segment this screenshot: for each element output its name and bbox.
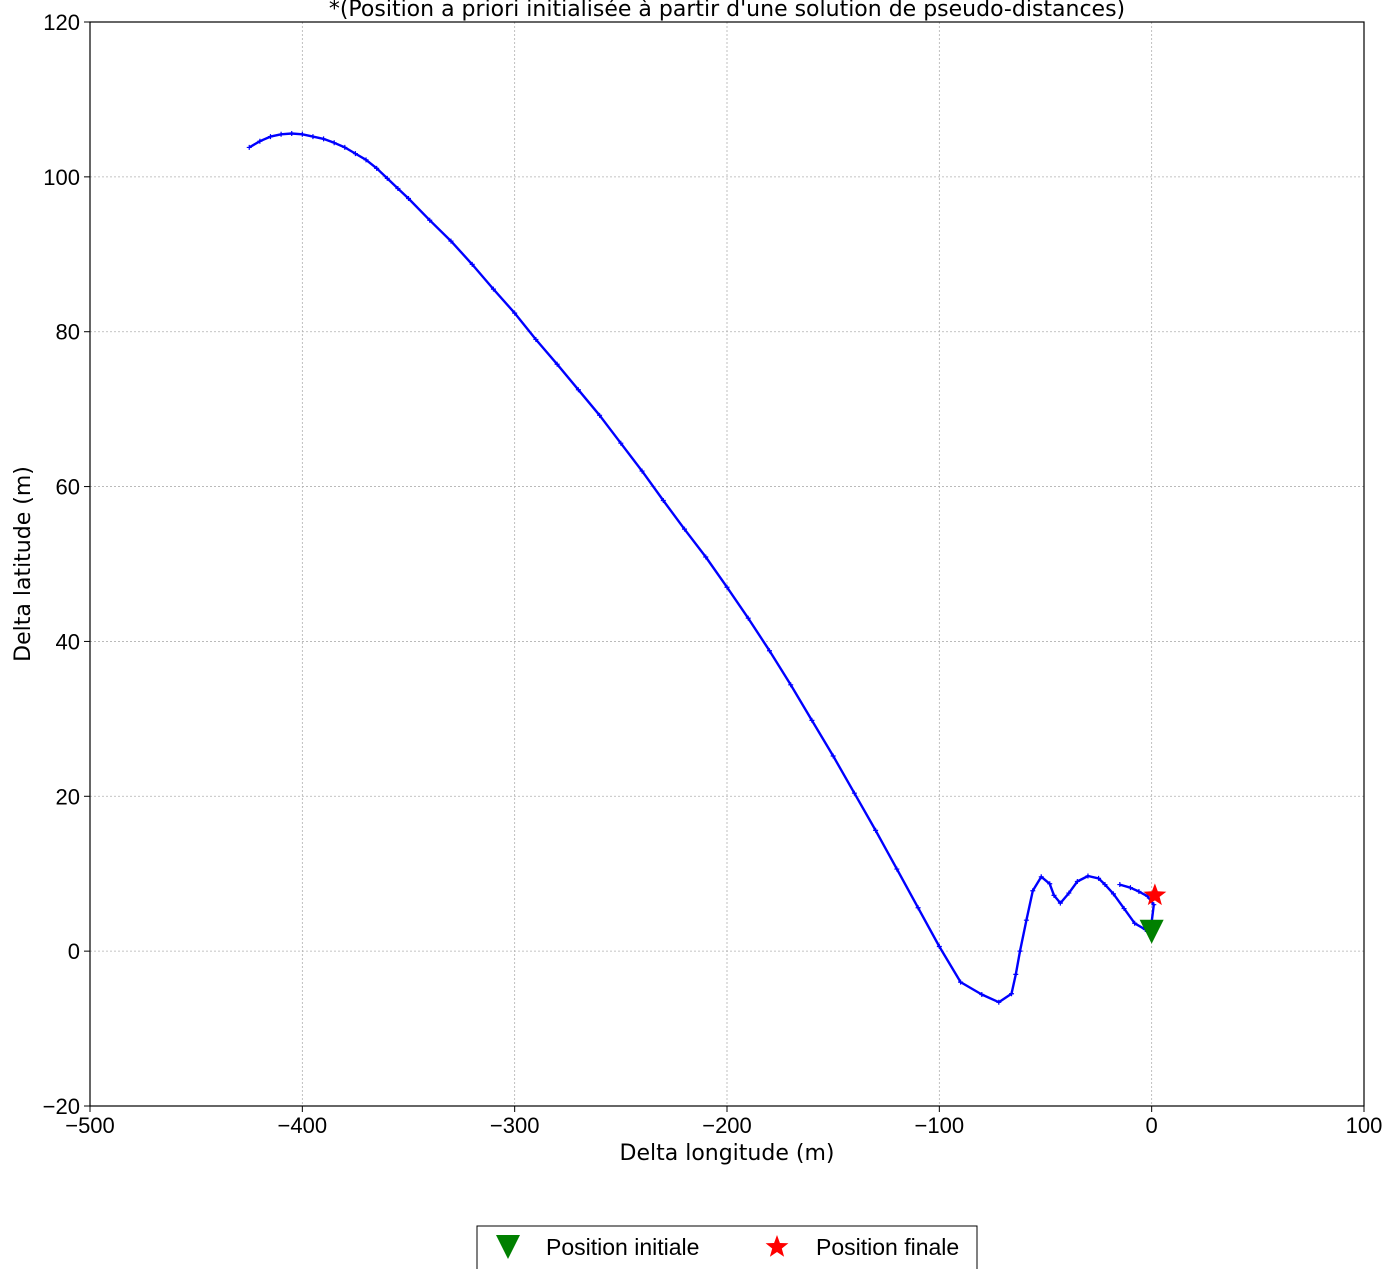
trajectory-point: [1066, 890, 1072, 896]
y-tick-label: 100: [43, 165, 80, 190]
trajectory-point: [469, 261, 475, 267]
trajectory-point: [448, 238, 454, 244]
trajectory-point: [554, 361, 560, 367]
y-tick-label: 40: [56, 629, 80, 654]
trajectory-point: [289, 130, 295, 136]
y-tick-label: 60: [56, 475, 80, 500]
trajectory-point: [745, 615, 751, 621]
y-axis-label: Delta latitude (m): [11, 466, 36, 662]
trajectory-point: [533, 336, 539, 342]
trajectory-point: [246, 144, 252, 150]
grid: [89, 21, 1365, 1107]
trajectory-point: [682, 526, 688, 532]
trajectory-point: [958, 979, 964, 985]
legend: Position initiale Position finale: [476, 1225, 978, 1269]
trajectory-point: [1057, 900, 1063, 906]
plot-area: [246, 130, 1167, 1005]
legend-final-label: Position finale: [816, 1234, 959, 1260]
legend-initial-marker: [496, 1235, 520, 1259]
trajectory-point: [406, 196, 411, 202]
trajectory-point: [788, 682, 794, 688]
trajectory-point: [267, 134, 273, 140]
legend-box: [476, 1225, 978, 1269]
x-tick-label: −100: [915, 1113, 965, 1138]
trajectory-point: [618, 440, 624, 446]
trajectory-point: [766, 648, 772, 654]
trajectory-point: [512, 310, 518, 316]
trajectory-point: [427, 217, 433, 223]
trajectory-point: [996, 999, 1002, 1005]
trajectory-point: [1102, 882, 1108, 888]
trajectory-point: [915, 905, 921, 911]
y-tick-label: 80: [56, 320, 80, 345]
final-position-marker: [1143, 883, 1167, 906]
trajectory-point: [1038, 874, 1044, 880]
trajectory-point: [1047, 881, 1053, 887]
trajectory-point: [1096, 875, 1102, 881]
trajectory-point: [873, 827, 879, 833]
trajectory-point: [384, 175, 390, 181]
x-tick-label: −400: [278, 1113, 328, 1138]
trajectory-point: [894, 866, 900, 872]
trajectory-point: [830, 753, 836, 759]
trajectory-point: [1017, 948, 1023, 954]
x-axis-label: Delta longitude (m): [620, 1141, 835, 1166]
chart-title: *(Position a priori initialisée à partir…: [329, 0, 1125, 22]
trajectory-point: [363, 157, 369, 163]
trajectory-point: [257, 138, 263, 144]
x-tick-label: −200: [702, 1113, 752, 1138]
trajectory-point: [1030, 888, 1036, 894]
trajectory-point: [575, 387, 581, 393]
axis-ticks: −500 −400 −300 −200 −100 0 100−200204060801001…: [43, 10, 1383, 1138]
trajectory-point: [352, 151, 358, 157]
x-tick-label: −300: [490, 1113, 540, 1138]
trajectory-point: [374, 165, 380, 171]
x-tick-label: 100: [1346, 1113, 1383, 1138]
trajectory-point: [1136, 889, 1142, 895]
trajectory-point: [809, 717, 815, 723]
trajectory-point: [395, 185, 401, 191]
trajectory-point: [1023, 917, 1029, 923]
trajectory-point: [597, 412, 603, 418]
trajectory-point: [342, 144, 348, 150]
trajectory-line: [248, 132, 1156, 1004]
trajectory-point: [1085, 873, 1091, 879]
trajectory-point: [1151, 902, 1157, 908]
x-tick-label: 0: [1146, 1113, 1158, 1138]
trajectory-point: [851, 790, 857, 796]
trajectory-point: [1013, 971, 1019, 977]
x-tick-label: −500: [65, 1113, 115, 1138]
trajectory-point: [331, 140, 337, 146]
initial-position-marker: [1139, 919, 1164, 944]
y-tick-label: 20: [56, 784, 80, 809]
trajectory-point: [936, 943, 942, 949]
y-tick-label: −20: [43, 1094, 80, 1119]
trajectory-point: [1132, 920, 1138, 926]
trajectory-point: [703, 554, 709, 560]
trajectory-point: [1121, 906, 1127, 912]
trajectory-point: [299, 131, 305, 137]
trajectory-point: [278, 131, 284, 137]
trajectory-point: [1009, 991, 1015, 997]
trajectory-point: [490, 286, 496, 292]
trajectory-point: [979, 992, 985, 998]
trajectory-point: [1117, 882, 1123, 888]
trajectory-point: [639, 468, 645, 474]
trajectory-point: [1051, 892, 1057, 898]
legend-final-marker: [765, 1235, 789, 1257]
trajectory-point: [1110, 891, 1116, 897]
trajectory-point: [1074, 878, 1080, 884]
trajectory-point: [310, 134, 316, 140]
y-tick-label: 120: [43, 10, 80, 35]
trajectory-point: [724, 584, 730, 590]
y-tick-label: 0: [68, 939, 80, 964]
legend-initial-label: Position initiale: [546, 1234, 699, 1260]
trajectory-point: [321, 136, 327, 142]
trajectory-point: [1127, 885, 1133, 891]
trajectory-point: [660, 498, 666, 504]
